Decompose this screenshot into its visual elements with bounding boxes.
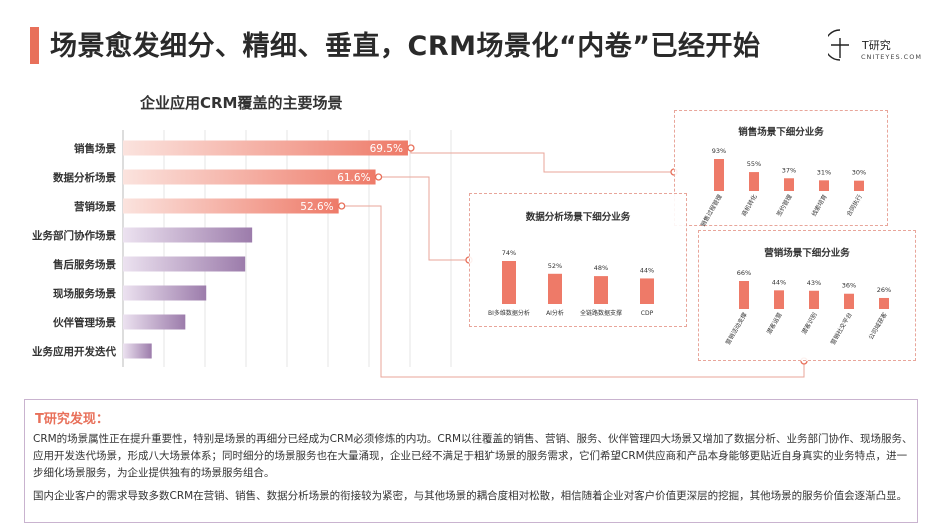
sub-category-label-item-3: 全链路数据支撑 — [580, 309, 622, 317]
sub-bar-item-2 — [774, 290, 784, 309]
sub-data-label-item-3: 48% — [594, 264, 608, 272]
sub-bar-item-5 — [879, 297, 889, 309]
connector-sales — [410, 148, 674, 173]
sub-category-label-item-5: 合同执行 — [845, 193, 864, 218]
sub-bar-item-3 — [809, 290, 819, 309]
sub-bar-item-5 — [854, 180, 864, 191]
sub-bar-item-2 — [749, 172, 759, 191]
sub-bar-item-1 — [739, 281, 749, 309]
bar-item-3 — [123, 198, 339, 214]
data-analysis-breakdown-title: 数据分析场景下细分业务 — [525, 212, 631, 223]
sub-category-label-item-2: AI分析 — [546, 309, 564, 317]
findings-paragraph-2: 国内企业客户的需求导致多数CRM在营销、销售、数据分析场景的衔接较为紧密，与其他… — [33, 490, 908, 502]
sub-bar-item-3 — [784, 178, 794, 191]
category-label-item-6: 现场服务场景 — [53, 287, 116, 300]
sub-data-label-item-1: 93% — [712, 147, 726, 155]
bar-item-4 — [123, 227, 253, 243]
bar-item-7 — [123, 314, 186, 330]
category-label-item-4: 业务部门协作场景 — [32, 229, 116, 242]
logo-name: T研究 — [862, 39, 891, 52]
sub-data-label-item-5: 30% — [852, 169, 866, 177]
connector-marketing — [341, 205, 805, 378]
findings-title: T研究发现： — [35, 412, 109, 427]
title-accent-bar — [30, 27, 39, 64]
bar-item-2 — [123, 169, 376, 185]
sales-breakdown-title: 销售场景下细分业务 — [738, 127, 824, 138]
data-label-item-3: 52.6% — [300, 201, 333, 213]
sub-category-label-item-1: 销售过程管理 — [699, 193, 724, 227]
sub-bar-item-2 — [548, 273, 562, 304]
sub-category-label-item-5: 公司域获客 — [867, 311, 889, 341]
marketing-breakdown-chart: 66% 营销活动支撑 44% 潜客运营 43% 潜客识别 36% 营销社交平台 26% 公司域获客 — [724, 269, 891, 346]
sales-breakdown-chart: 93% 销售过程管理 55% 商机转化 37% 签约管理 31% 线索培育 30% 合同执行 — [699, 147, 866, 227]
bar-item-5 — [123, 256, 246, 272]
main-chart-title: 企业应用CRM覆盖的主要场景 — [140, 94, 343, 112]
sub-data-label-item-4: 36% — [842, 282, 856, 290]
data-label-item-2: 61.6% — [337, 172, 370, 184]
category-label-item-1: 销售场景 — [74, 142, 116, 155]
logo-subtitle: CNITEYES.COM — [861, 53, 922, 61]
sub-bar-item-4 — [640, 278, 654, 304]
sub-data-label-item-4: 44% — [640, 266, 654, 274]
category-label-item-2: 数据分析场景 — [52, 171, 116, 184]
sub-category-label-item-1: BI多维数据分析 — [488, 309, 530, 317]
connector-dot-2 — [374, 173, 383, 181]
bar-item-1 — [123, 140, 408, 156]
sub-bar-item-3 — [594, 276, 608, 304]
bar-item-8 — [123, 343, 152, 359]
category-label-item-8: 业务应用开发迭代 — [32, 345, 116, 358]
bar-item-6 — [123, 285, 207, 301]
sub-data-label-item-1: 74% — [502, 249, 516, 257]
sub-category-label-item-4: 营销社交平台 — [829, 311, 854, 346]
sub-bar-item-1 — [714, 159, 724, 191]
sub-data-label-item-3: 37% — [782, 166, 796, 174]
sub-category-label-item-3: 潜客识别 — [800, 311, 819, 336]
connector-dot-1 — [407, 144, 415, 152]
sub-data-label-item-2: 55% — [747, 160, 761, 168]
data-analysis-breakdown-panel: 数据分析场景下细分业务 74% BI多维数据分析 52% AI分析 48% 全链路数据支撑… — [469, 193, 687, 327]
findings-box: T研究发现： CRM的场景属性正在提升重要性，特别是场景的再细分已经成为CRM必… — [24, 399, 918, 523]
sales-breakdown-panel: 销售场景下细分业务 93% 销售过程管理 55% 商机转化 37% 签约管理 31% 线索培育… — [674, 110, 888, 227]
data-analysis-breakdown-chart: 74% BI多维数据分析 52% AI分析 48% 全链路数据支撑 44% CDP — [488, 249, 654, 317]
sub-category-label-item-4: 线索培育 — [810, 193, 829, 218]
sub-category-label-item-1: 营销活动支撑 — [724, 311, 749, 346]
sub-category-label-item-2: 潜客运营 — [765, 311, 784, 336]
sub-category-label-item-3: 签约管理 — [775, 193, 794, 218]
sub-bar-item-4 — [819, 180, 829, 191]
sub-category-label-item-4: CDP — [641, 310, 654, 317]
sub-bar-item-4 — [844, 293, 854, 309]
data-label-item-1: 69.5% — [370, 143, 403, 155]
logo: T研究 CNITEYES.COM — [828, 28, 928, 70]
sub-category-label-item-2: 商机转化 — [740, 193, 759, 218]
sub-data-label-item-1: 66% — [737, 269, 751, 277]
sub-data-label-item-4: 31% — [817, 168, 831, 176]
findings-paragraph-1: CRM的场景属性正在提升重要性，特别是场景的再细分已经成为CRM必须修炼的内功。… — [33, 433, 913, 479]
logo-mark-icon — [828, 29, 849, 61]
sub-data-label-item-2: 44% — [772, 278, 786, 286]
category-label-item-5: 售后服务场景 — [53, 258, 116, 271]
sub-data-label-item-2: 52% — [548, 262, 562, 270]
connector-data-analysis — [378, 176, 469, 261]
connector-dot-3 — [338, 202, 346, 210]
sub-bar-item-1 — [502, 261, 516, 304]
category-label-item-3: 营销场景 — [74, 200, 116, 213]
marketing-breakdown-title: 营销场景下细分业务 — [764, 248, 850, 259]
marketing-breakdown-panel: 营销场景下细分业务 66% 营销活动支撑 44% 潜客运营 43% 潜客识别 36% 营销社交… — [698, 230, 916, 361]
slide-title: 场景愈发细分、精细、垂直，CRM场景化“内卷”已经开始 — [50, 31, 761, 62]
sub-data-label-item-3: 43% — [807, 279, 821, 287]
category-label-item-7: 伙伴管理场景 — [53, 316, 116, 329]
sub-data-label-item-5: 26% — [877, 286, 891, 294]
